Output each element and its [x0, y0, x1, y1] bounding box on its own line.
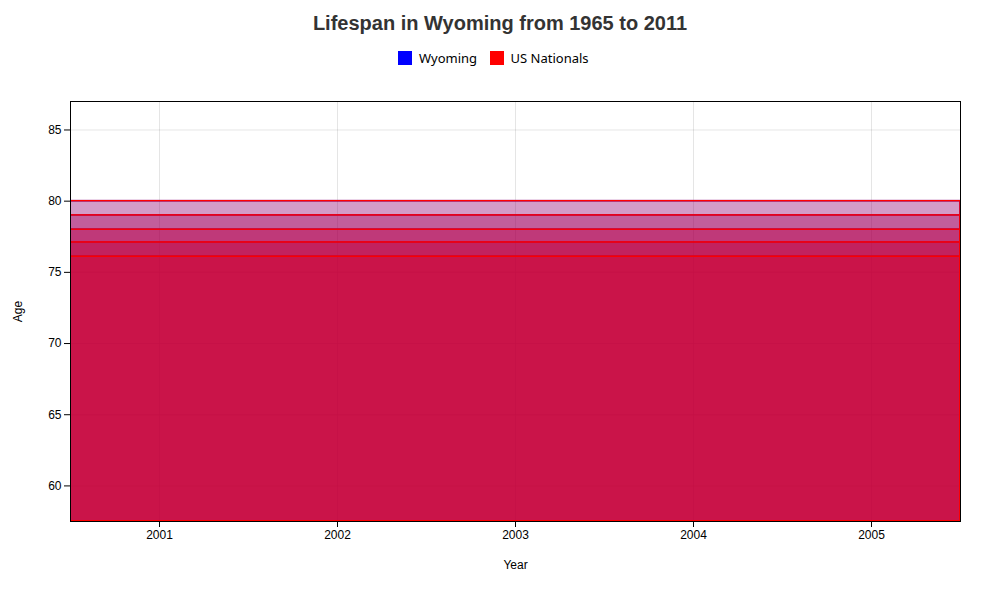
svg-text:70: 70 [48, 336, 62, 350]
svg-text:2003: 2003 [502, 528, 529, 542]
svg-text:Year: Year [503, 557, 527, 571]
svg-text:80: 80 [48, 194, 62, 208]
svg-text:2001: 2001 [146, 528, 173, 542]
svg-text:65: 65 [48, 407, 62, 421]
svg-text:75: 75 [48, 265, 62, 279]
svg-text:Age: Age [11, 300, 25, 322]
html-text:US Nationals: US Nationals [510, 48, 589, 67]
svg-text:60: 60 [48, 478, 62, 492]
svg-text:2002: 2002 [324, 528, 351, 542]
html-text:Lifespan in Wyoming from 1965: Lifespan in Wyoming from 1965 to 2011 [312, 12, 688, 34]
svg-text:2004: 2004 [680, 528, 707, 542]
svg-text:2005: 2005 [858, 528, 885, 542]
svg-text:85: 85 [48, 122, 62, 136]
html-text:Wyoming: Wyoming [418, 48, 477, 67]
